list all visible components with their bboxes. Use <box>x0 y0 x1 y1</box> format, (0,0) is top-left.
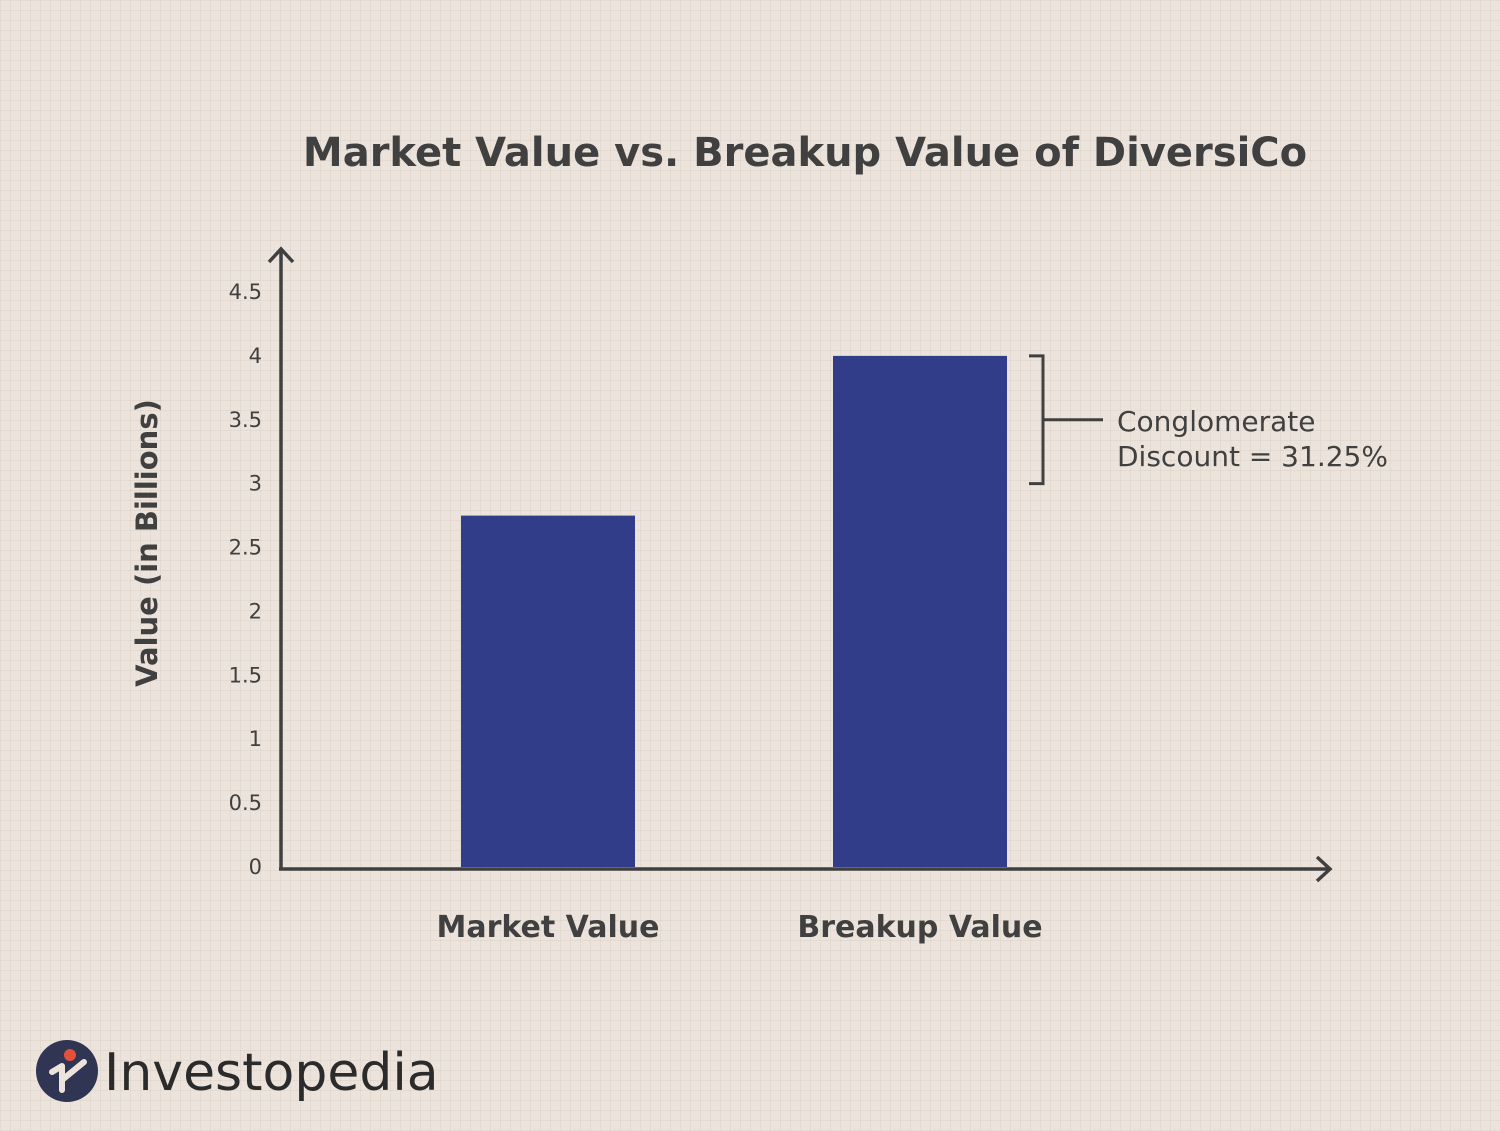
y-axis-label: Value (in Billions) <box>130 399 164 687</box>
investopedia-logo-icon <box>36 1040 98 1102</box>
discount-bracket <box>1029 354 1045 486</box>
annotation-line-1: Conglomerate <box>1117 405 1316 438</box>
x-category-label: Market Value <box>437 910 660 945</box>
y-tick-label: 0.5 <box>229 791 262 815</box>
y-tick-label: 4.5 <box>229 280 262 304</box>
investopedia-logo: Investopedia <box>36 1040 439 1103</box>
y-tick-label: 3.5 <box>229 408 262 432</box>
conglomerate-discount-annotation: Conglomerate Discount = 31.25% <box>1029 354 1388 486</box>
y-tick-labels: 0 0.5 1 1.5 2 2.5 3 3.5 4 4.5 <box>229 280 262 879</box>
annotation-line-2: Discount = 31.25% <box>1117 440 1388 473</box>
bar-market-value <box>461 515 635 867</box>
y-tick-label: 2 <box>249 599 262 623</box>
investopedia-wordmark: Investopedia <box>104 1043 439 1103</box>
y-tick-label: 4 <box>249 344 262 368</box>
chart-title: Market Value vs. Breakup Value of Divers… <box>303 130 1307 176</box>
x-axis-arrowhead <box>1315 855 1333 883</box>
y-tick-label: 1 <box>249 727 262 751</box>
bars-group <box>461 355 1007 867</box>
x-category-labels: Market Value Breakup Value <box>437 910 1043 945</box>
bar-breakup-value <box>833 355 1007 867</box>
x-category-label: Breakup Value <box>797 910 1042 945</box>
y-tick-label: 1.5 <box>229 663 262 687</box>
y-tick-label: 3 <box>249 472 262 496</box>
y-axis-arrowhead <box>267 246 295 264</box>
y-tick-label: 2.5 <box>229 536 262 560</box>
y-tick-label: 0 <box>249 855 262 879</box>
